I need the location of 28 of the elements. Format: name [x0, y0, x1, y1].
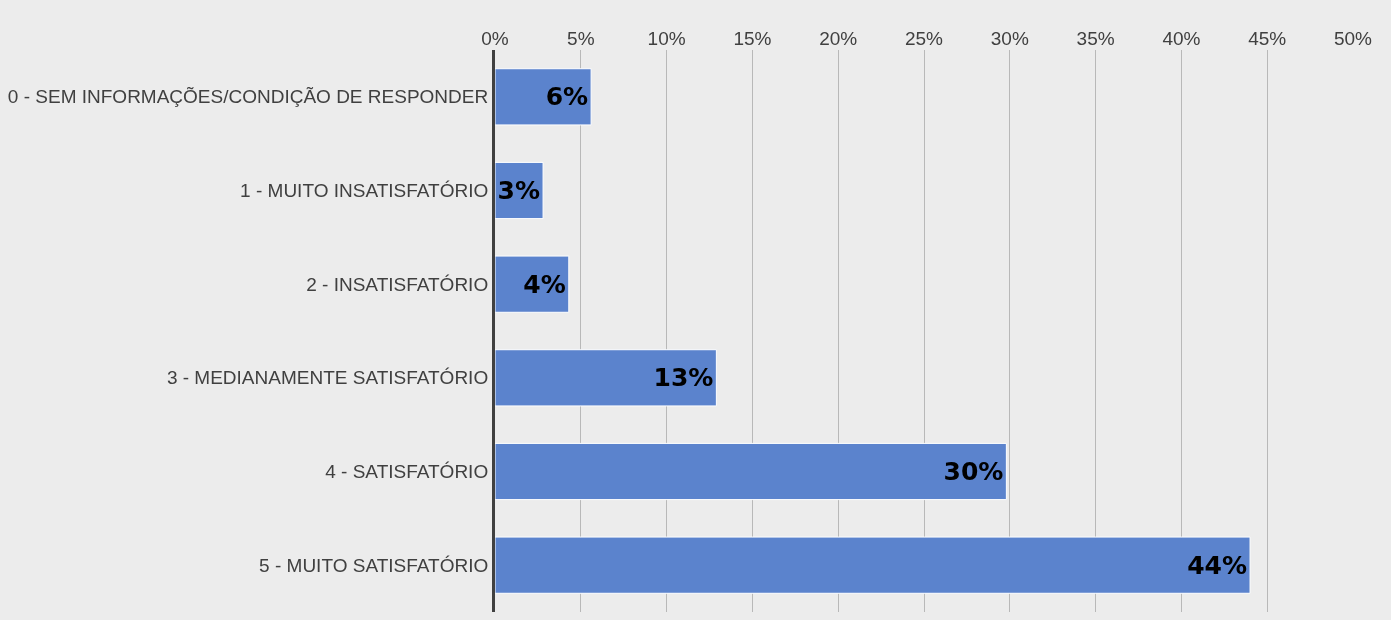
y-tick-label: 2 - INSATISFATÓRIO — [306, 273, 489, 295]
x-tick-label: 50% — [1333, 28, 1373, 50]
y-tick-label: 5 - MUITO SATISFATÓRIO — [259, 554, 489, 576]
x-tick-label: 10% — [647, 28, 686, 50]
bar — [495, 349, 717, 407]
x-tick-label: 5% — [567, 28, 595, 50]
data-label: 30% — [943, 457, 1004, 486]
data-label: 6% — [545, 82, 589, 112]
y-tick-label: 0 - SEM INFORMAÇÕES/CONDIÇÃO DE RESPONDER — [7, 86, 489, 108]
bar — [495, 536, 1251, 594]
x-tick-label: 40% — [1162, 28, 1201, 50]
data-label: 13% — [653, 363, 714, 393]
x-tick-label: 25% — [904, 28, 944, 50]
x-tick-label: 15% — [733, 28, 772, 50]
bar — [495, 68, 592, 126]
y-tick-label: 1 - MUITO INSATISFATÓRIO — [240, 180, 489, 202]
x-tick-label: 20% — [819, 28, 858, 50]
x-tick-label: 35% — [1076, 28, 1115, 50]
x-tick-label: 30% — [990, 28, 1029, 50]
data-label: 3% — [497, 176, 541, 205]
x-tick-label: 0% — [481, 28, 509, 50]
data-label: 4% — [523, 269, 566, 299]
bar — [495, 442, 1007, 501]
y-tick-label: 4 - SATISFATÓRIO — [325, 461, 489, 483]
y-tick-label: 3 - MEDIANAMENTE SATISFATÓRIO — [166, 367, 489, 389]
data-label: 44% — [1187, 550, 1248, 580]
bar — [495, 255, 570, 313]
x-tick-label: 45% — [1248, 28, 1287, 50]
